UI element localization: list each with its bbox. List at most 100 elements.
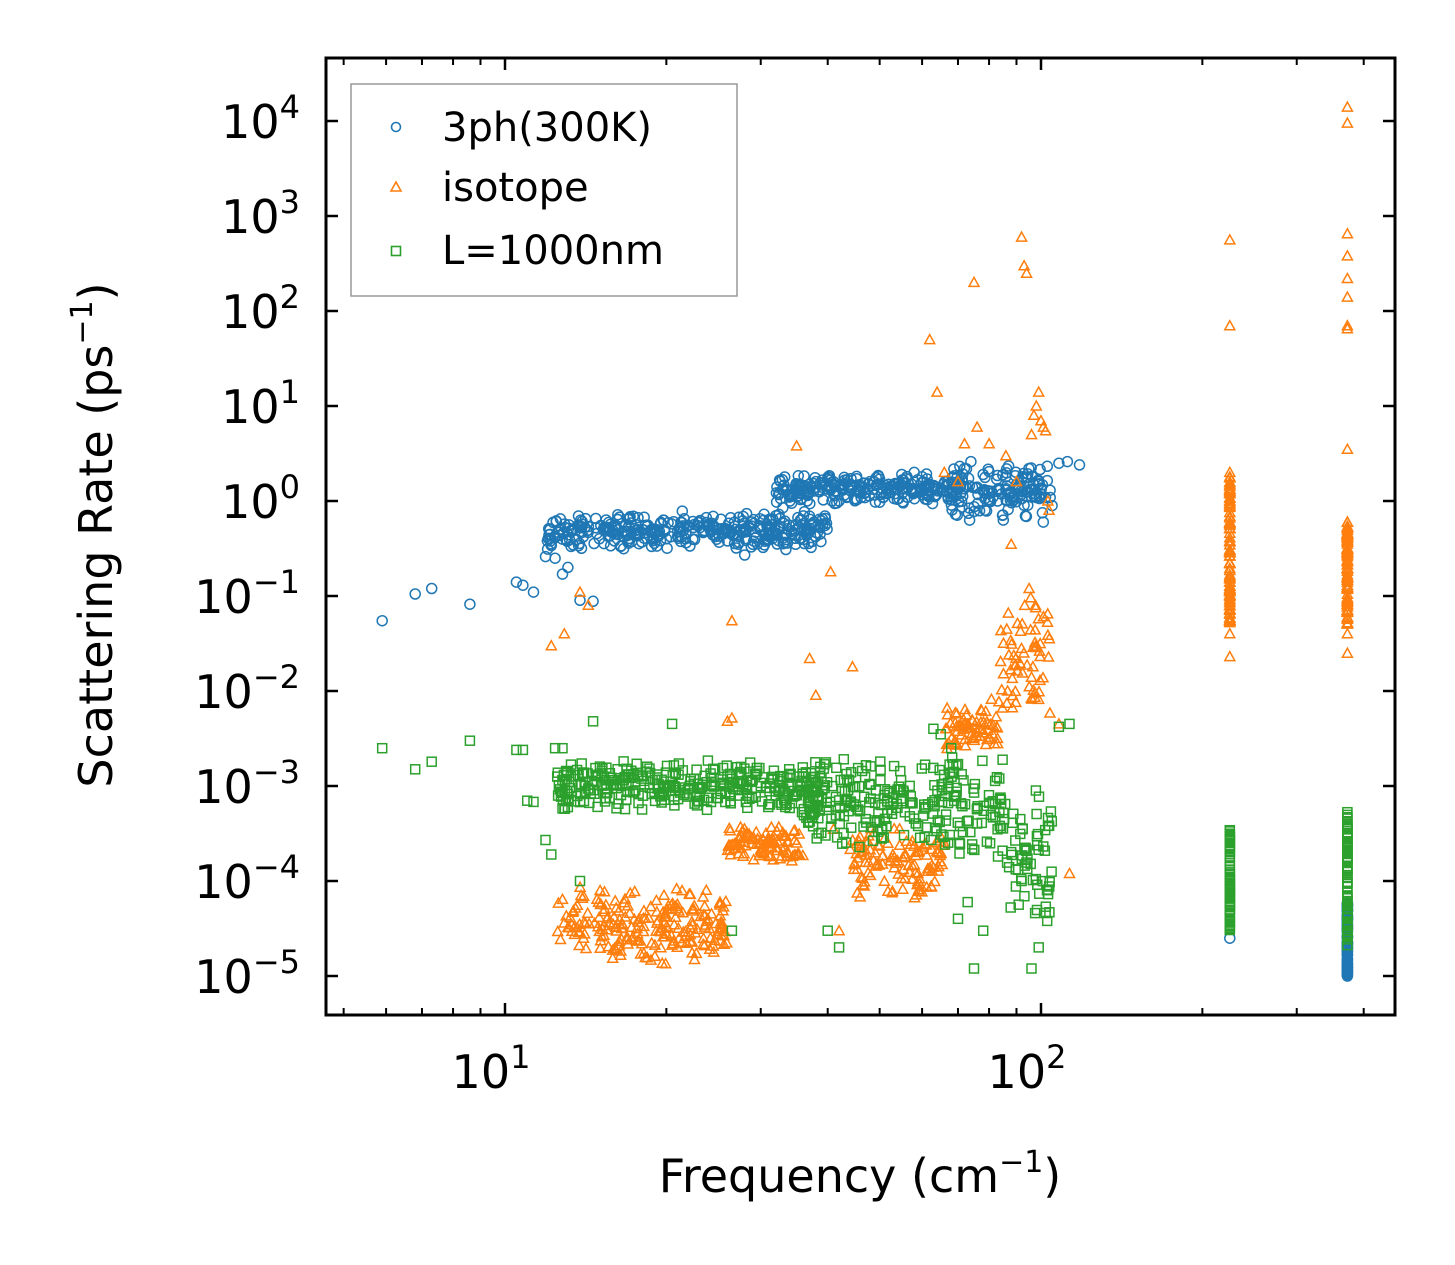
- data-point: [425, 582, 438, 595]
- band-point: [826, 495, 838, 507]
- band-point: [628, 785, 639, 797]
- band-point: [896, 882, 910, 894]
- band-point: [875, 832, 887, 843]
- band-point: [716, 904, 730, 916]
- data-point: [558, 627, 571, 639]
- band-point: [1005, 846, 1017, 858]
- band-point: [623, 512, 636, 524]
- data-point: [1053, 721, 1065, 733]
- data-point: [1341, 442, 1354, 455]
- band-point: [849, 781, 861, 793]
- band-point: [621, 899, 635, 911]
- data-point: [945, 491, 957, 503]
- data-point: [930, 385, 944, 397]
- legend-label-l1000nm: L=1000nm: [442, 228, 664, 274]
- band-point: [1042, 650, 1055, 662]
- band-point: [981, 836, 993, 847]
- column-point: [1341, 612, 1354, 624]
- band-point: [1031, 830, 1043, 842]
- band-point: [552, 896, 565, 908]
- band-point: [948, 734, 962, 746]
- band-point: [932, 815, 944, 826]
- data-point: [726, 925, 738, 936]
- band-point: [612, 508, 624, 521]
- band-point: [667, 934, 680, 946]
- band-point: [942, 736, 955, 748]
- band-point: [714, 915, 728, 927]
- band-point: [831, 762, 842, 774]
- column-point: [1342, 920, 1353, 931]
- band-point: [888, 760, 900, 772]
- band-point: [906, 797, 918, 808]
- band-point: [903, 865, 916, 877]
- band-point: [843, 842, 857, 855]
- band-point: [562, 788, 573, 799]
- band-point: [645, 540, 658, 553]
- band-point: [854, 841, 865, 853]
- band-point: [612, 513, 624, 526]
- data-point: [573, 585, 587, 597]
- band-point: [788, 833, 801, 846]
- data-point: [562, 561, 574, 574]
- band-point: [692, 795, 703, 807]
- band-point: [757, 847, 771, 859]
- data-point: [1017, 259, 1031, 271]
- band-point: [604, 525, 616, 537]
- data-point: [1341, 970, 1354, 982]
- band-point: [1023, 680, 1036, 692]
- column-point: [1223, 478, 1237, 490]
- band-point: [592, 895, 605, 908]
- band-point: [699, 770, 710, 782]
- band-point: [854, 870, 868, 882]
- data-point: [844, 478, 856, 491]
- band-point: [725, 790, 737, 802]
- data-point: [824, 565, 837, 577]
- band-point: [972, 800, 983, 812]
- legend-label-3ph: 3ph(300K): [442, 105, 652, 151]
- band-point: [905, 798, 916, 809]
- data-point: [510, 576, 523, 588]
- band-point: [780, 834, 794, 847]
- band-point: [926, 497, 939, 510]
- band-point: [572, 510, 585, 522]
- data-point: [1341, 319, 1354, 331]
- band-point: [975, 722, 989, 734]
- band-point: [621, 529, 634, 542]
- data-point: [1042, 503, 1056, 515]
- band-point: [694, 514, 706, 527]
- band-point: [1013, 899, 1024, 910]
- band-point: [559, 803, 571, 814]
- data-point: [991, 495, 1004, 507]
- band-point: [928, 874, 941, 887]
- data-point: [1032, 475, 1045, 488]
- band-point: [767, 853, 780, 865]
- band-point: [579, 941, 593, 954]
- band-point: [664, 780, 675, 792]
- band-point: [753, 849, 766, 861]
- band-point: [929, 490, 941, 503]
- band-point: [856, 878, 869, 890]
- band-point: [989, 775, 1001, 787]
- band-point: [898, 787, 909, 798]
- band-point: [695, 783, 706, 795]
- band-point: [1014, 624, 1027, 637]
- band-point: [737, 510, 749, 523]
- data-point: [593, 533, 606, 545]
- band-point: [821, 797, 832, 809]
- band-point: [572, 539, 585, 552]
- band-point: [913, 872, 926, 884]
- band-point: [733, 831, 747, 843]
- y-tick-label: 10−4: [194, 848, 300, 909]
- band-point: [1017, 823, 1028, 834]
- data-point: [965, 455, 977, 468]
- band-point: [926, 834, 937, 846]
- band-point: [700, 883, 713, 896]
- data-point: [790, 491, 803, 503]
- band-point: [988, 737, 1001, 749]
- band-point: [915, 885, 929, 897]
- band-point: [690, 946, 703, 959]
- data-point: [1015, 230, 1028, 242]
- column-point: [1341, 573, 1354, 586]
- data-point: [546, 849, 557, 860]
